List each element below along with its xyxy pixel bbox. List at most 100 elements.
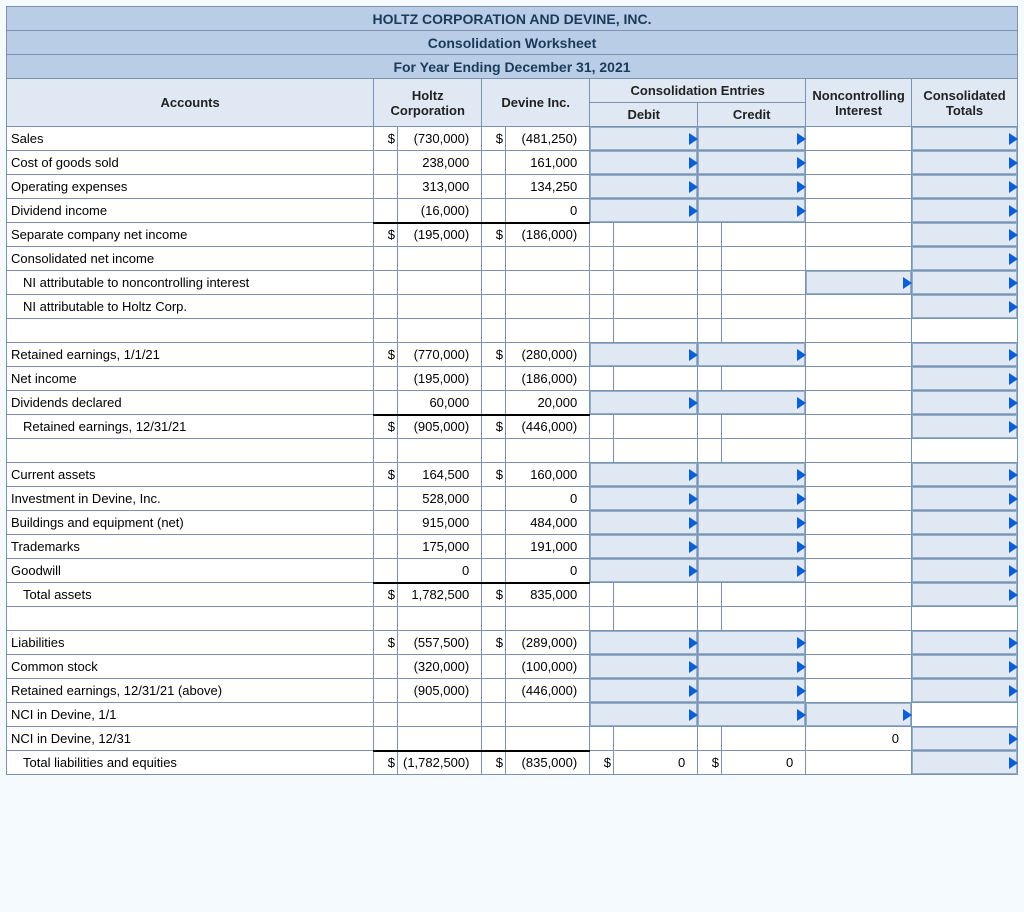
account-label: Sales <box>7 127 374 151</box>
currency-symbol <box>482 439 506 463</box>
input-cell[interactable] <box>912 727 1018 751</box>
input-cell[interactable] <box>912 343 1018 367</box>
input-cell[interactable] <box>590 151 698 175</box>
input-cell[interactable] <box>590 511 698 535</box>
currency-symbol: $ <box>482 631 506 655</box>
input-cell[interactable] <box>698 679 806 703</box>
input-cell[interactable] <box>912 487 1018 511</box>
currency-symbol <box>374 247 398 271</box>
currency-symbol: $ <box>374 415 398 439</box>
input-cell[interactable] <box>698 511 806 535</box>
account-label: Retained earnings, 12/31/21 (above) <box>7 679 374 703</box>
input-cell[interactable] <box>590 655 698 679</box>
currency-symbol <box>698 415 722 439</box>
input-cell[interactable] <box>698 175 806 199</box>
empty-cell <box>806 583 912 607</box>
input-cell[interactable] <box>912 535 1018 559</box>
currency-symbol <box>374 511 398 535</box>
currency-symbol: $ <box>374 463 398 487</box>
input-cell[interactable] <box>912 223 1018 247</box>
value-cell: 161,000 <box>505 151 589 175</box>
input-cell[interactable] <box>698 151 806 175</box>
input-cell[interactable] <box>912 127 1018 151</box>
header-devine: Devine Inc. <box>482 79 590 127</box>
currency-symbol: $ <box>590 751 614 775</box>
input-cell[interactable] <box>912 247 1018 271</box>
value-cell <box>613 415 697 439</box>
input-cell[interactable] <box>698 391 806 415</box>
input-cell[interactable] <box>912 151 1018 175</box>
input-cell[interactable] <box>912 583 1018 607</box>
input-cell[interactable] <box>590 703 698 727</box>
dropdown-icon <box>797 493 806 505</box>
input-cell[interactable] <box>590 535 698 559</box>
input-cell[interactable] <box>912 199 1018 223</box>
value-cell <box>721 439 805 463</box>
input-cell[interactable] <box>698 463 806 487</box>
value-cell: (289,000) <box>505 631 589 655</box>
currency-symbol <box>482 559 506 583</box>
value-cell: 835,000 <box>505 583 589 607</box>
input-cell[interactable] <box>590 679 698 703</box>
input-cell[interactable] <box>590 559 698 583</box>
input-cell[interactable] <box>698 703 806 727</box>
currency-symbol <box>482 727 506 751</box>
input-cell[interactable] <box>912 295 1018 319</box>
dropdown-icon <box>1009 637 1018 649</box>
currency-symbol <box>374 391 398 415</box>
input-cell[interactable] <box>912 367 1018 391</box>
value-cell <box>613 583 697 607</box>
input-cell[interactable] <box>912 559 1018 583</box>
input-cell[interactable] <box>912 655 1018 679</box>
currency-symbol <box>698 295 722 319</box>
input-cell[interactable] <box>590 463 698 487</box>
value-cell: 915,000 <box>397 511 481 535</box>
header-holtz: Holtz Corporation <box>374 79 482 127</box>
currency-symbol <box>374 535 398 559</box>
dropdown-icon <box>1009 277 1018 289</box>
input-cell[interactable] <box>806 703 912 727</box>
value-cell <box>397 439 481 463</box>
currency-symbol <box>590 247 614 271</box>
currency-symbol <box>482 367 506 391</box>
input-cell[interactable] <box>590 391 698 415</box>
dropdown-icon <box>797 637 806 649</box>
input-cell[interactable] <box>698 535 806 559</box>
currency-symbol <box>482 295 506 319</box>
input-cell[interactable] <box>912 391 1018 415</box>
input-cell[interactable] <box>698 631 806 655</box>
currency-symbol <box>482 655 506 679</box>
input-cell[interactable] <box>698 343 806 367</box>
input-cell[interactable] <box>698 655 806 679</box>
input-cell[interactable] <box>698 127 806 151</box>
value-cell: 484,000 <box>505 511 589 535</box>
input-cell[interactable] <box>912 679 1018 703</box>
input-cell[interactable] <box>590 631 698 655</box>
currency-symbol <box>374 439 398 463</box>
input-cell[interactable] <box>698 559 806 583</box>
input-cell[interactable] <box>912 175 1018 199</box>
input-cell[interactable] <box>912 463 1018 487</box>
value-cell <box>505 439 589 463</box>
currency-symbol: $ <box>482 127 506 151</box>
input-cell[interactable] <box>912 415 1018 439</box>
input-cell[interactable] <box>590 487 698 511</box>
input-cell[interactable] <box>912 511 1018 535</box>
input-cell[interactable] <box>590 343 698 367</box>
input-cell[interactable] <box>912 271 1018 295</box>
input-cell[interactable] <box>590 199 698 223</box>
value-cell <box>721 583 805 607</box>
input-cell[interactable] <box>806 271 912 295</box>
currency-symbol <box>698 583 722 607</box>
currency-symbol <box>590 367 614 391</box>
input-cell[interactable] <box>912 751 1018 775</box>
input-cell[interactable] <box>912 631 1018 655</box>
value-cell <box>721 223 805 247</box>
input-cell[interactable] <box>698 487 806 511</box>
input-cell[interactable] <box>590 175 698 199</box>
currency-symbol: $ <box>482 463 506 487</box>
input-cell[interactable] <box>590 127 698 151</box>
header-totals: Consolidated Totals <box>912 79 1018 127</box>
dropdown-icon <box>1009 757 1018 769</box>
input-cell[interactable] <box>698 199 806 223</box>
